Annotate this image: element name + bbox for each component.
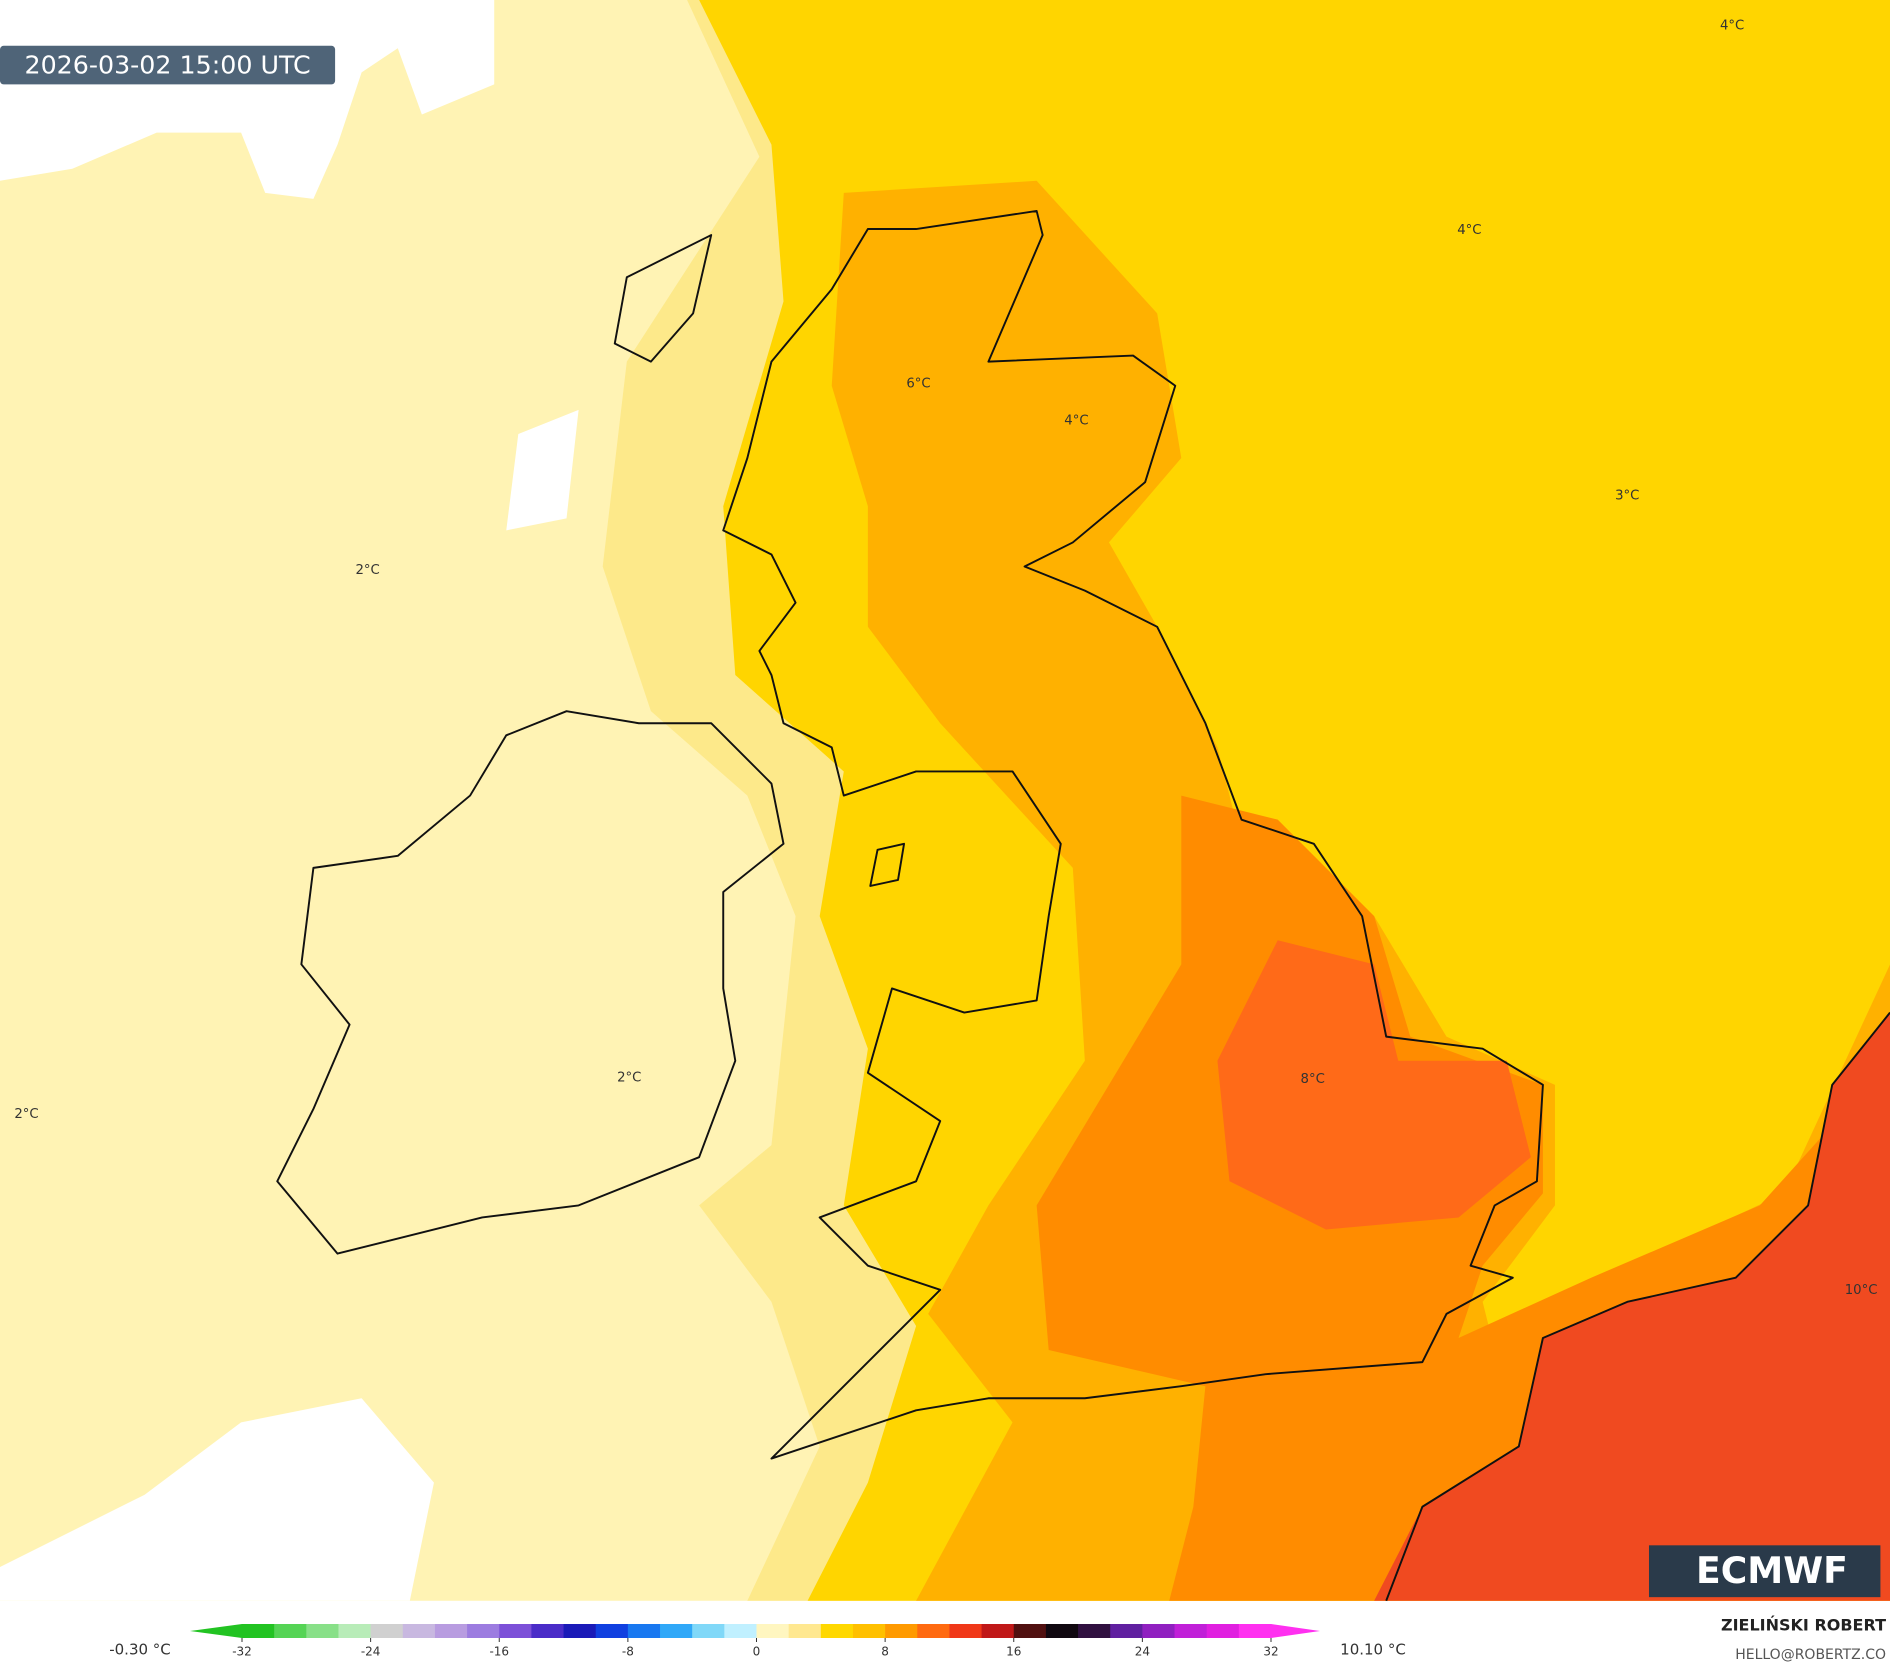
colorbar-segment <box>499 1624 532 1638</box>
colorbar-segment <box>917 1624 950 1638</box>
coastline-hebrides <box>613 234 713 363</box>
colorbar-segment <box>274 1624 307 1638</box>
colorbar-segment <box>949 1624 983 1638</box>
colorbar-segment <box>402 1624 436 1638</box>
map: 2026-03-02 15:00 UTC 4°C 4°C 6°C 4°C 3°C… <box>0 0 1890 1602</box>
colorbar-segment <box>788 1624 822 1638</box>
timestamp-box <box>0 45 336 85</box>
colorbar-segment <box>338 1624 372 1638</box>
colorbar-tick-label: 24 <box>1135 1645 1150 1659</box>
colorbar-segment <box>595 1624 629 1638</box>
colorbar-tick-label: 16 <box>1006 1645 1021 1659</box>
colorbar-tick-label: -24 <box>361 1645 381 1659</box>
colorbar-segment <box>981 1624 1015 1638</box>
colorbar-segment <box>563 1624 597 1638</box>
colorbar-segment <box>370 1624 404 1638</box>
legend-min: -0.30 °C <box>109 1641 171 1659</box>
logo-box <box>1648 1545 1881 1598</box>
contour-label: 2°C <box>617 1071 641 1086</box>
colorbar-end <box>1271 1624 1320 1638</box>
coastline-great-britain <box>722 209 1544 1460</box>
colorbar-tick-label: 8 <box>881 1645 889 1659</box>
contour-label: 4°C <box>1457 223 1481 238</box>
colorbar-segment <box>852 1624 886 1638</box>
timestamp: 2026-03-02 15:00 UTC <box>24 50 310 79</box>
contour-label: 10°C <box>1845 1283 1878 1298</box>
colorbar-segment <box>820 1624 854 1638</box>
colorbar-segment <box>1238 1624 1272 1638</box>
colorbar-segment <box>531 1624 565 1638</box>
colorbar-segment <box>1142 1624 1176 1638</box>
colorbar-segment <box>724 1624 757 1638</box>
legend-max: 10.10 °C <box>1340 1641 1406 1659</box>
colorbar-segment <box>692 1624 725 1638</box>
contour-label: 2°C <box>355 563 379 578</box>
colorbar-segment <box>1174 1624 1208 1638</box>
colorbar-segment <box>434 1624 468 1638</box>
credit-email: HELLO@ROBERTZ.CO <box>1735 1647 1886 1663</box>
logo: ECMWF <box>1696 1549 1848 1592</box>
colorbar-tick-label: 0 <box>753 1645 761 1659</box>
colorbar-segment <box>1206 1624 1240 1638</box>
coastline-ireland <box>276 710 785 1255</box>
cold-patch <box>506 409 579 531</box>
colorbar-tick-label: -32 <box>232 1645 252 1659</box>
coastline-continent <box>1385 1011 1890 1602</box>
colorbar-segment <box>306 1624 339 1638</box>
colorbar-segment <box>1078 1624 1111 1638</box>
colorbar-segment <box>1013 1624 1047 1638</box>
colorbar-segment <box>627 1624 661 1638</box>
colorbar-segment <box>660 1624 693 1638</box>
credit-author: ZIELIŃSKI ROBERT <box>1721 1616 1886 1635</box>
colorbar-tick-label: -8 <box>622 1645 634 1659</box>
cold-patch <box>0 1398 434 1601</box>
contour-label: 4°C <box>1064 414 1088 429</box>
colorbar-segment <box>1110 1624 1143 1638</box>
legend: -0.30 °C 10.10 °C -32 -24 -16 -8 0 8 16 24 32 <box>109 1624 1406 1659</box>
colorbar-segment <box>1045 1624 1079 1638</box>
colorbar-end <box>190 1624 242 1638</box>
contour-label: 6°C <box>906 376 930 391</box>
colorbar-segment <box>242 1624 275 1638</box>
contour-label: 4°C <box>1720 18 1744 33</box>
region-10 <box>1374 1012 1890 1601</box>
contour-label: 3°C <box>1615 488 1639 503</box>
colorbar-segment <box>756 1624 790 1638</box>
region-9 <box>1217 940 1531 1230</box>
contour-label: 2°C <box>14 1107 38 1122</box>
colorbar-tick-label: 32 <box>1263 1645 1278 1659</box>
colorbar-segment <box>885 1624 918 1638</box>
colorbar-segment <box>467 1624 500 1638</box>
colorbar-tick-label: -16 <box>489 1645 509 1659</box>
coastline-isle-of-man <box>869 842 906 887</box>
contour-label: 8°C <box>1301 1072 1325 1087</box>
